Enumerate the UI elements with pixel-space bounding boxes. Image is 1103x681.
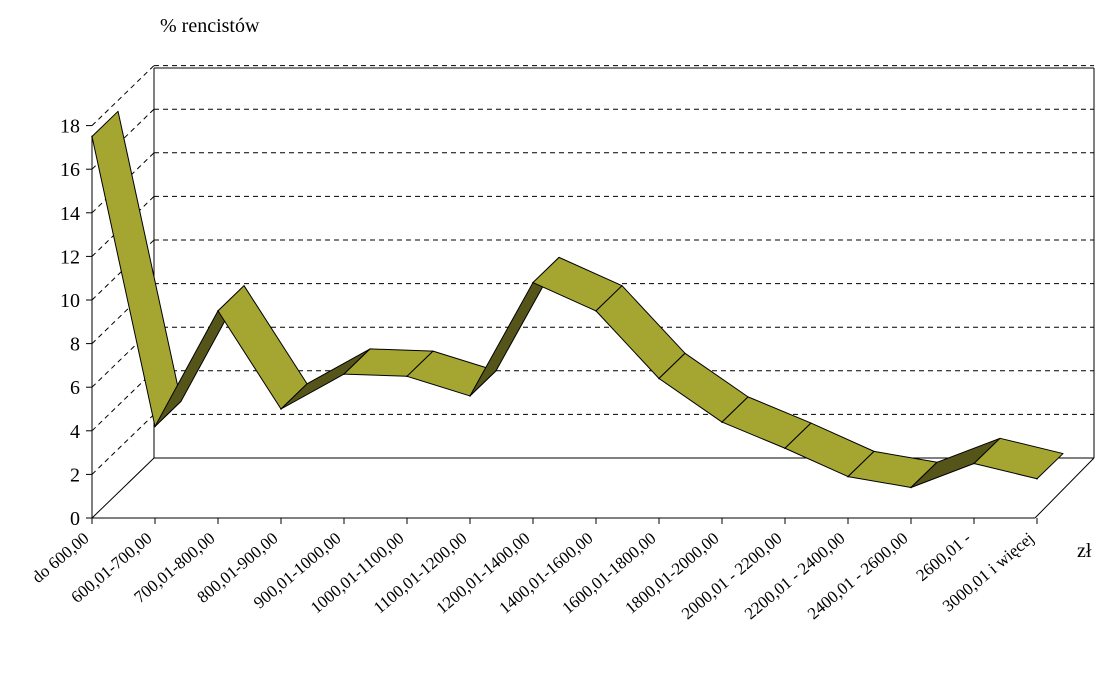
data-point (721, 421, 723, 423)
data-ribbon (91, 110, 1064, 489)
y-tick-label: 6 (70, 377, 80, 399)
y-tick-label: 16 (60, 159, 80, 181)
data-point (154, 425, 156, 428)
gridline-diagonal (91, 65, 155, 126)
data-point (847, 475, 849, 478)
gridlines (91, 65, 1094, 475)
ribbon-segment (973, 437, 1064, 480)
axes (86, 67, 1095, 524)
data-point (658, 377, 660, 380)
data-point (532, 281, 534, 284)
data-point (784, 447, 786, 450)
floor-right-edge (1034, 457, 1095, 519)
y-tick-label: 8 (70, 334, 80, 356)
ribbon-segment (91, 110, 182, 427)
data-point (217, 310, 219, 312)
y-tick-label: 4 (70, 421, 80, 443)
y-tick-label: 10 (60, 290, 80, 312)
y-axis-label: % rencistów (160, 15, 260, 37)
data-point (406, 375, 408, 378)
data-point (910, 486, 912, 489)
data-point (1036, 477, 1038, 480)
ribbon-segment (217, 285, 308, 410)
y-tick-label: 18 (60, 116, 80, 138)
data-point (91, 135, 93, 138)
y-tick-label: 12 (60, 246, 80, 268)
x-tick-label: 2600,01 - (912, 528, 974, 585)
y-tick-label: 14 (60, 203, 80, 225)
y-tick-label: 2 (70, 464, 80, 486)
y-tick-label: 0 (70, 508, 80, 530)
data-point (469, 395, 471, 397)
floor-left-edge (91, 457, 155, 519)
gridline-diagonal (91, 414, 155, 475)
data-point (973, 462, 975, 465)
data-point (595, 310, 597, 312)
ribbon-segment (595, 285, 686, 379)
x-axis-unit-label: zł (1077, 540, 1092, 562)
data-point (280, 408, 282, 410)
data-point (343, 373, 345, 375)
